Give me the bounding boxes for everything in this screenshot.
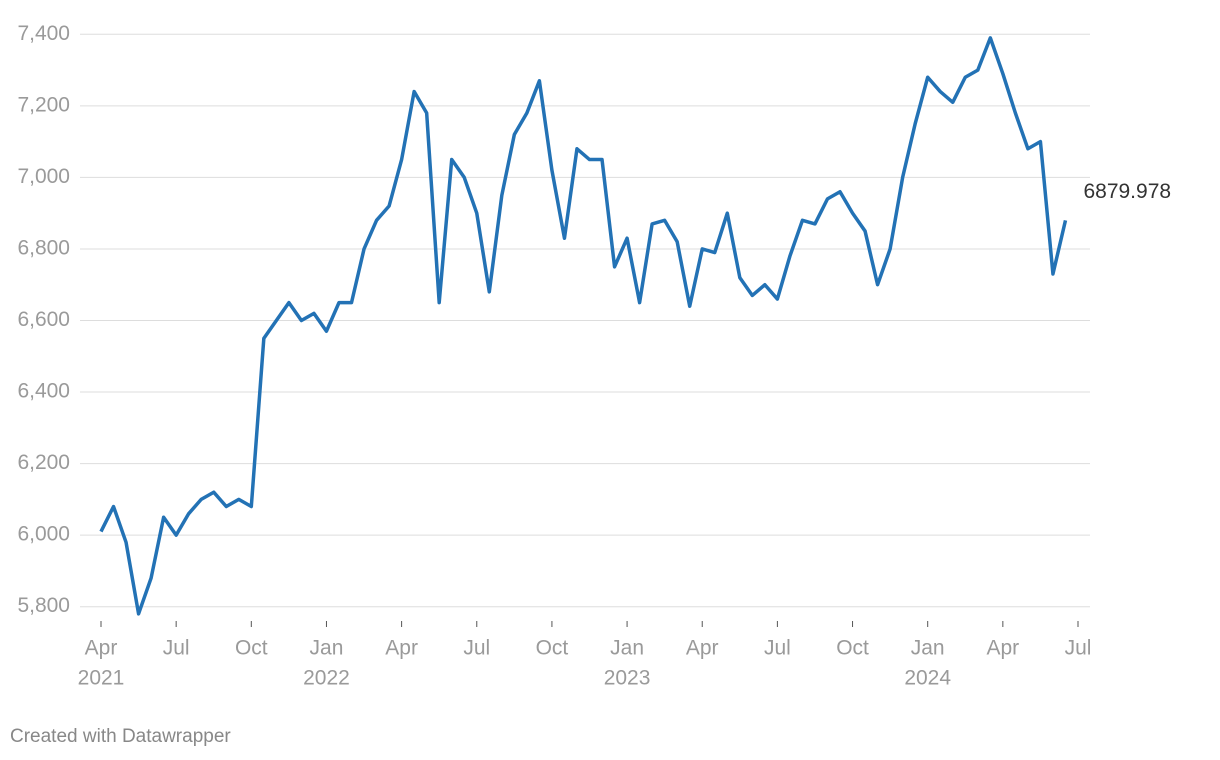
y-tick-label: 6,800 xyxy=(17,236,70,259)
y-tick-label: 5,800 xyxy=(17,594,70,617)
x-tick-year: 2021 xyxy=(78,667,125,690)
x-tick-label: Oct xyxy=(536,637,569,660)
x-tick-label: Jan xyxy=(610,637,644,660)
x-tick-label: Jul xyxy=(1065,637,1092,660)
end-label: 6879.978 xyxy=(1083,180,1171,203)
x-tick-label: Jul xyxy=(163,637,190,660)
x-tick-label: Apr xyxy=(385,637,418,660)
x-tick-label: Jan xyxy=(310,637,344,660)
source-note: Created with Datawrapper xyxy=(10,726,231,747)
x-tick-year: 2022 xyxy=(303,667,350,690)
x-tick-label: Apr xyxy=(686,637,719,660)
y-tick-label: 6,600 xyxy=(17,308,70,331)
x-tick-label: Apr xyxy=(85,637,118,660)
x-tick-label: Jan xyxy=(911,637,945,660)
y-tick-label: 7,000 xyxy=(17,165,70,188)
y-tick-label: 7,200 xyxy=(17,93,70,116)
x-tick-year: 2024 xyxy=(904,667,951,690)
series-line xyxy=(99,36,1068,616)
x-tick-year: 2023 xyxy=(604,667,651,690)
y-tick-label: 6,000 xyxy=(17,523,70,546)
x-tick-label: Jul xyxy=(764,637,791,660)
y-tick-label: 6,400 xyxy=(17,380,70,403)
y-tick-label: 7,400 xyxy=(17,22,70,45)
x-tick-label: Jul xyxy=(463,637,490,660)
x-tick-label: Oct xyxy=(836,637,869,660)
x-tick-label: Apr xyxy=(987,637,1020,660)
x-tick-label: Oct xyxy=(235,637,268,660)
y-tick-label: 6,200 xyxy=(17,451,70,474)
